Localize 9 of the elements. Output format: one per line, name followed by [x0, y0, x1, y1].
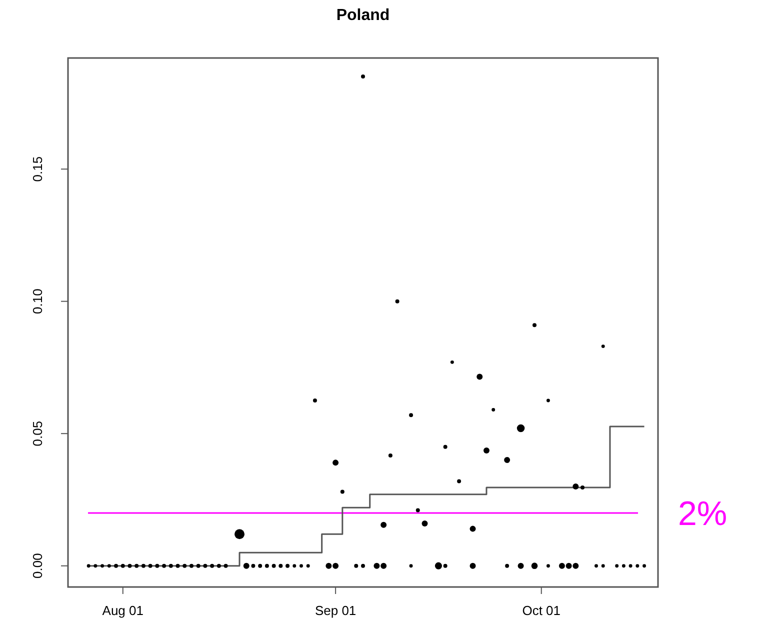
- x-tick-label: Sep 01: [314, 603, 356, 618]
- y-tick-label: 0.00: [30, 553, 45, 578]
- ref-line-label: 2%: [678, 494, 728, 533]
- y-tick-label: 0.10: [30, 288, 45, 314]
- chart-title: Poland: [336, 7, 390, 24]
- x-tick-label: Oct 01: [522, 603, 561, 618]
- y-tick-label: 0.05: [30, 420, 45, 446]
- x-tick-label: Aug 01: [102, 603, 144, 618]
- y-tick-label: 0.15: [30, 156, 45, 182]
